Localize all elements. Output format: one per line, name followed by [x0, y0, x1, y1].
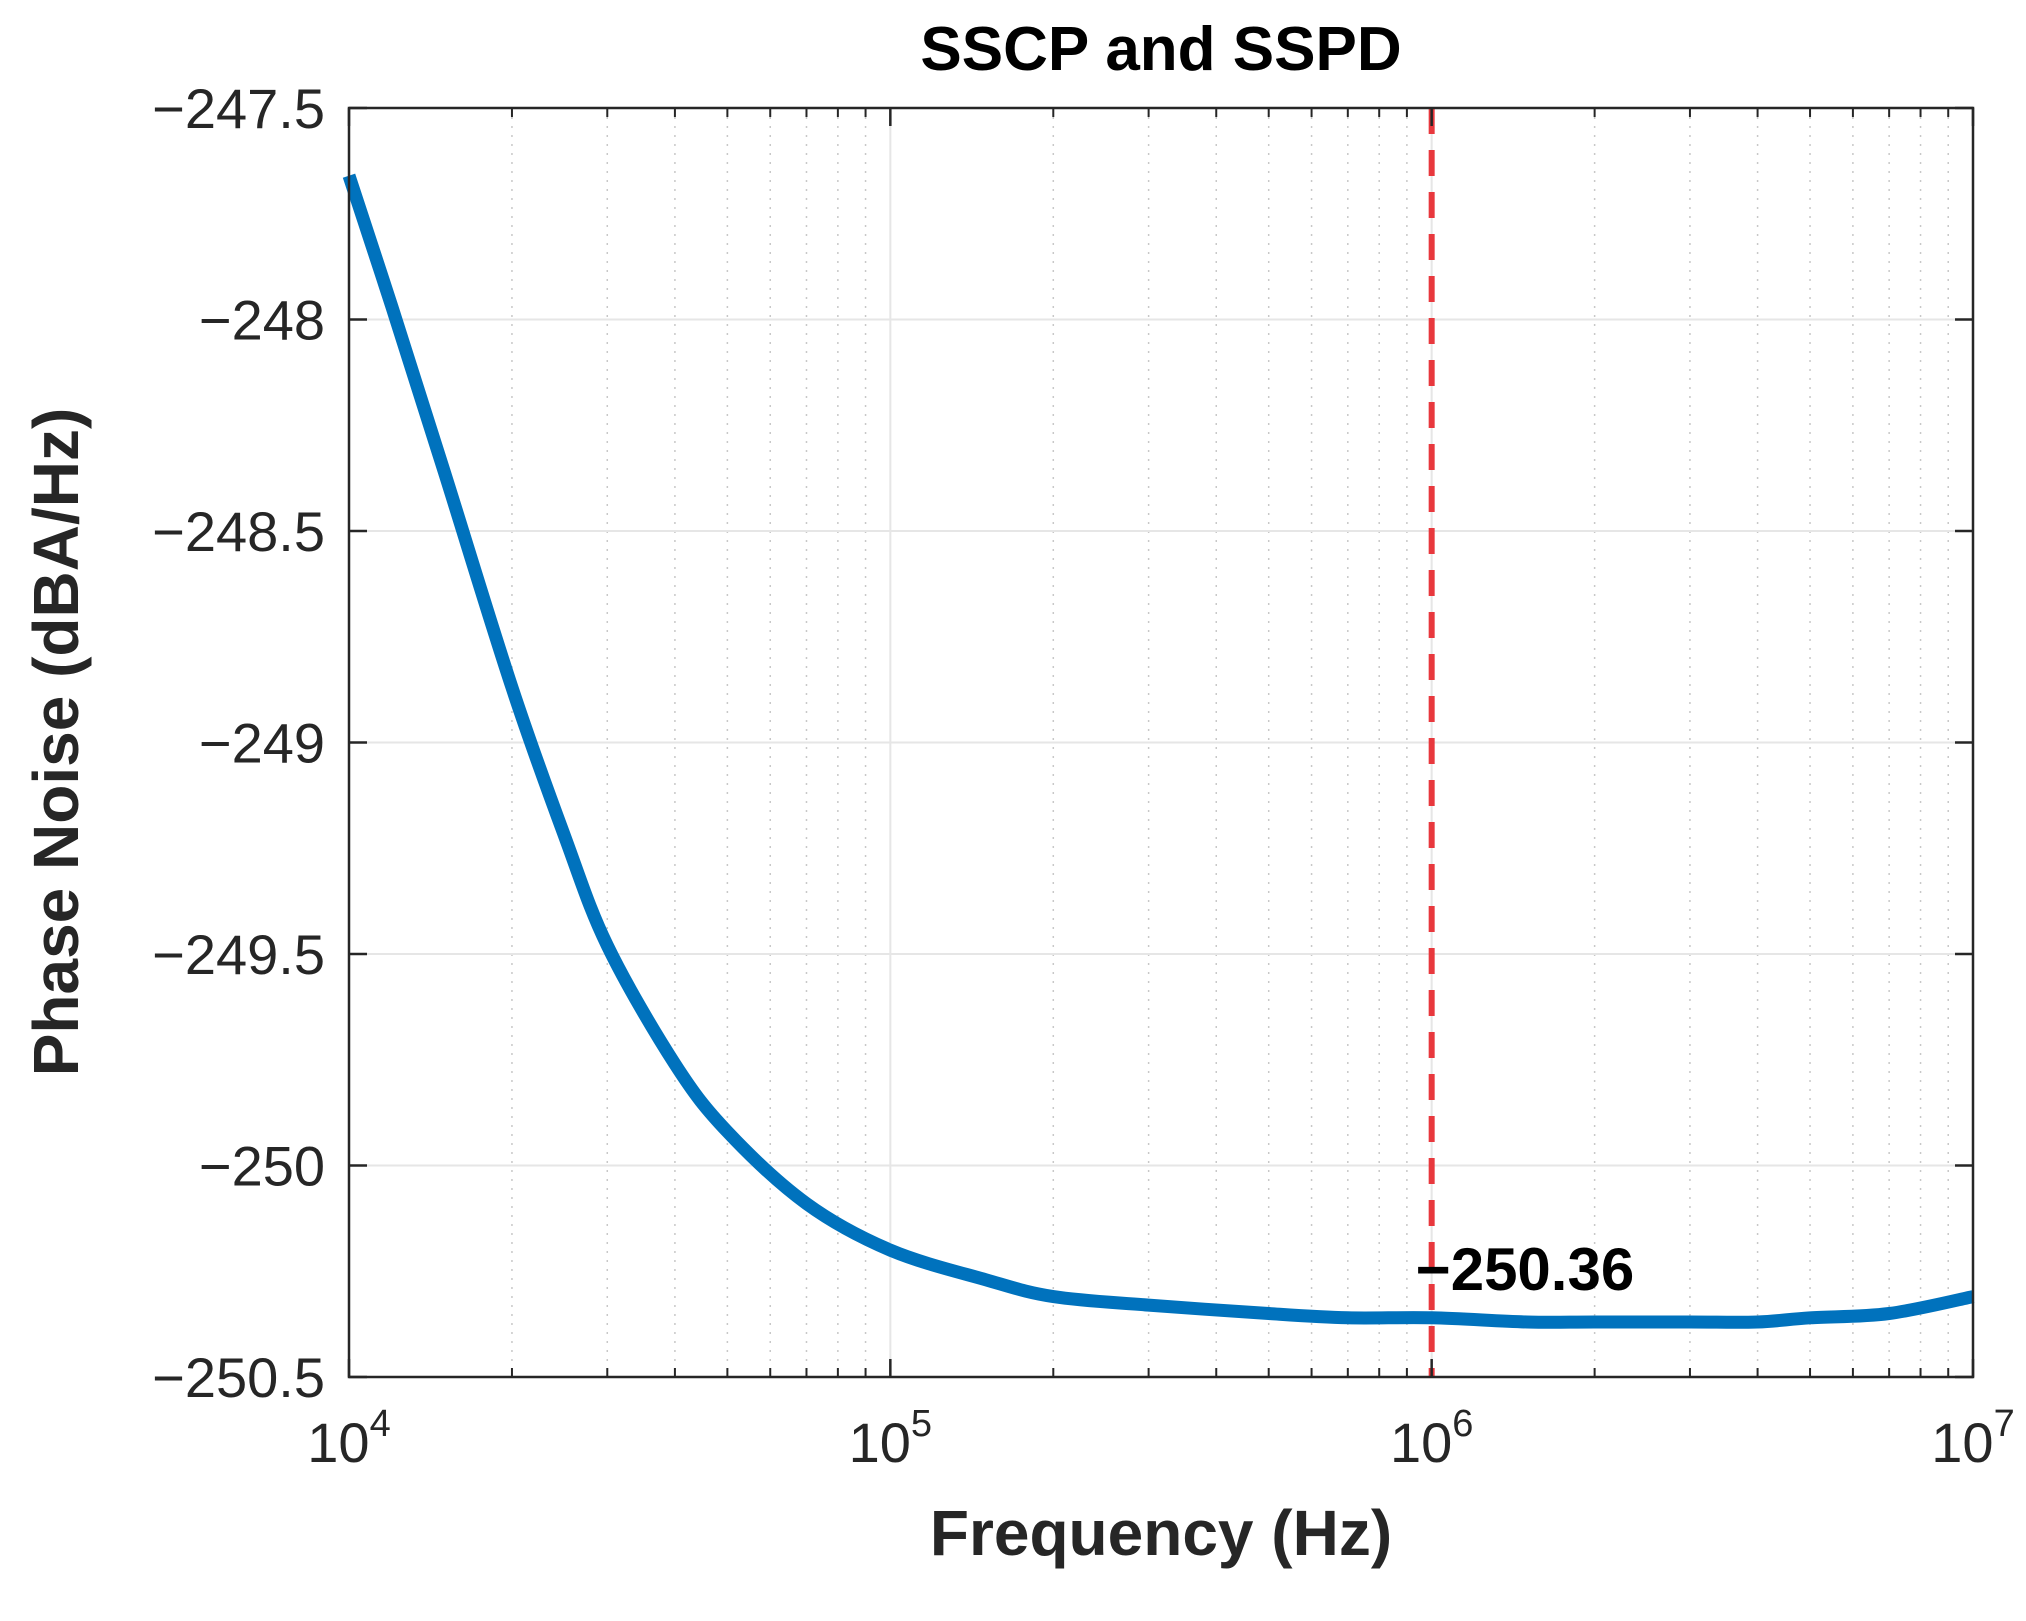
y-tick-labels: −247.5 −248 −248.5 −249 −249.5 −250 −250.5 — [152, 77, 325, 1409]
y-tick-label: −249.5 — [152, 923, 325, 986]
annotation-layer: −250.36 — [1416, 1236, 1635, 1303]
x-tick-label: 107 — [1931, 1403, 2014, 1474]
series-line — [342, 173, 1975, 1329]
y-tick-label: −249 — [199, 712, 325, 775]
series-layer — [342, 173, 1975, 1329]
y-axis-label: Phase Noise (dBA/Hz) — [20, 408, 92, 1077]
value-annotation: −250.36 — [1416, 1236, 1635, 1303]
y-tick-label: −250 — [199, 1135, 325, 1198]
y-tick-label: −248.5 — [152, 500, 325, 563]
x-tick-label: 104 — [307, 1403, 390, 1474]
x-tick-label: 105 — [849, 1403, 932, 1474]
chart-title: SSCP and SSPD — [920, 15, 1401, 84]
x-tick-labels: 104 105 106 107 — [307, 1403, 2014, 1474]
y-tick-label: −250.5 — [152, 1346, 325, 1409]
tick-marks — [347, 106, 1975, 1379]
x-tick-label: 106 — [1390, 1403, 1473, 1474]
y-tick-label: −247.5 — [152, 77, 325, 140]
x-axis-label: Frequency (Hz) — [930, 1497, 1392, 1569]
y-tick-label: −248 — [199, 289, 325, 352]
